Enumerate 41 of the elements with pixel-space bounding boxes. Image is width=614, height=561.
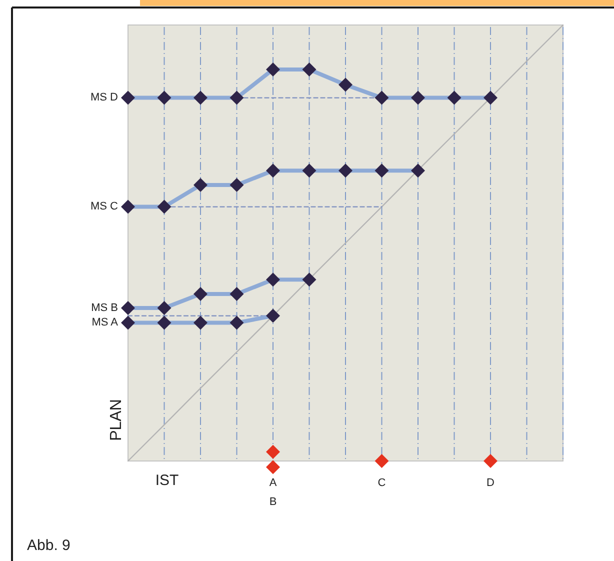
point [411,164,425,178]
point [338,78,352,92]
x-tick-label: A B [269,477,278,508]
point [121,300,135,315]
point [157,200,172,214]
x-tick-label: D [486,477,495,489]
x-tick-label: C [378,477,386,489]
caption: Abb. 9 [27,537,70,554]
point [194,316,208,330]
series-label: MS C [90,200,118,213]
x-axis-title: IST [155,472,179,489]
point [121,316,135,330]
series-label: MS A [92,316,119,329]
point [230,90,244,105]
point [302,272,316,287]
y-axis-title: PLAN [108,399,125,441]
point [157,316,172,330]
point [266,62,280,76]
point [447,90,462,105]
point [374,164,389,178]
series-label: MS B [91,302,118,314]
point [374,90,389,105]
point [121,90,135,105]
point [266,272,280,287]
point [194,178,208,192]
point [157,90,172,105]
point [411,90,425,105]
point [484,90,498,105]
point [194,90,208,105]
point [338,164,352,178]
point [266,164,280,178]
point [230,287,244,302]
point [194,287,208,302]
point [157,300,172,315]
point [121,200,135,214]
point [230,178,244,192]
point [302,62,316,76]
point [302,164,316,178]
point [230,316,244,330]
point [266,308,280,323]
series-label: MS D [90,92,118,104]
